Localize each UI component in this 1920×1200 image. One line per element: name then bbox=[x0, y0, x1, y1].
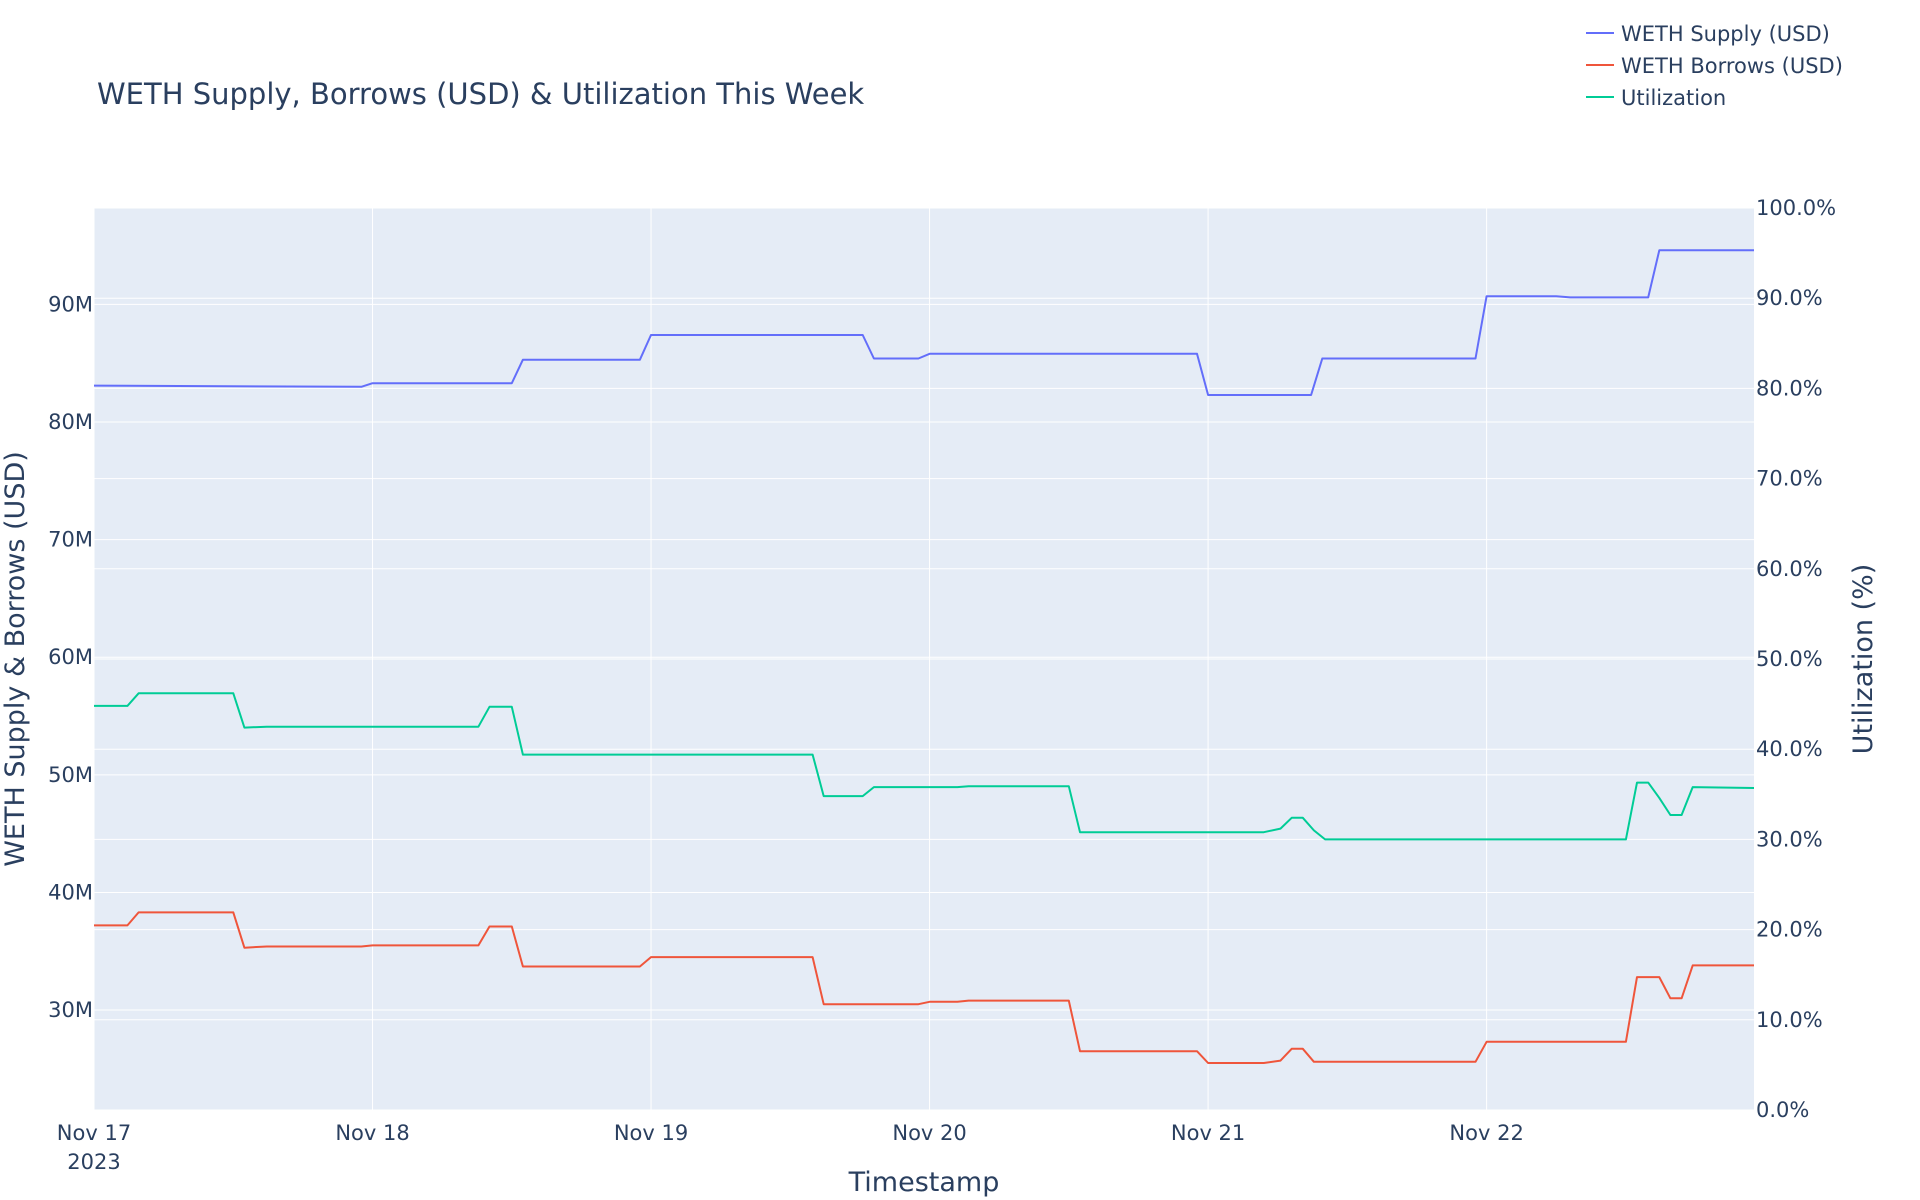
series-line-weth-borrows-usd bbox=[94, 911, 1754, 1064]
x-tick-label: Nov 21 bbox=[1171, 1121, 1245, 1145]
legend-label: WETH Supply (USD) bbox=[1621, 22, 1830, 46]
legend-label: Utilization bbox=[1621, 86, 1726, 110]
y-tick-label: 90M bbox=[48, 292, 93, 316]
y2-tick-label: 60.0% bbox=[1756, 557, 1823, 581]
chart-title: WETH Supply, Borrows (USD) & Utilization… bbox=[97, 77, 864, 111]
right-y-axis-ticks: 0.0% 10.0% 20.0% 30.0% 40.0% 50.0% 60.0% 70.0% 8… bbox=[1756, 196, 1836, 1122]
right-y-axis-title: Utilization (%) bbox=[1848, 564, 1879, 755]
x-tick-label: Nov 17 bbox=[57, 1121, 131, 1145]
legend[interactable]: WETH Supply (USD) WETH Borrows (USD) Utili… bbox=[1586, 22, 1843, 110]
legend-item[interactable]: Utilization bbox=[1586, 86, 1726, 110]
legend-item[interactable]: WETH Supply (USD) bbox=[1586, 22, 1830, 46]
y2-tick-label: 30.0% bbox=[1756, 827, 1823, 851]
x-tick-label: Nov 19 bbox=[614, 1121, 688, 1145]
left-y-axis-title: WETH Supply & Borrows (USD) bbox=[0, 451, 31, 867]
series-line-weth-supply-usd bbox=[93, 249, 1754, 396]
y-tick-label: 80M bbox=[48, 410, 93, 434]
y-tick-label: 50M bbox=[48, 763, 93, 787]
y-tick-label: 70M bbox=[48, 528, 93, 552]
legend-item[interactable]: WETH Borrows (USD) bbox=[1586, 54, 1843, 78]
y2-tick-label: 80.0% bbox=[1756, 376, 1823, 400]
x-tick-sublabel: 2023 bbox=[67, 1150, 120, 1174]
series-line-utilization bbox=[94, 692, 1755, 841]
y-tick-label: 30M bbox=[48, 998, 93, 1022]
y-tick-label: 40M bbox=[48, 880, 93, 904]
y2-tick-label: 40.0% bbox=[1756, 737, 1823, 761]
y2-tick-label: 10.0% bbox=[1756, 1008, 1823, 1032]
x-tick-label: Nov 20 bbox=[892, 1121, 966, 1145]
y2-tick-label: 90.0% bbox=[1756, 286, 1823, 310]
y2-tick-label: 100.0% bbox=[1756, 196, 1836, 220]
y2-tick-label: 50.0% bbox=[1756, 647, 1823, 671]
y2-tick-label: 20.0% bbox=[1756, 918, 1823, 942]
y2-tick-label: 70.0% bbox=[1756, 467, 1823, 491]
legend-label: WETH Borrows (USD) bbox=[1621, 54, 1843, 78]
x-axis-title: Timestamp bbox=[848, 1167, 1000, 1198]
y2-tick-label: 0.0% bbox=[1756, 1098, 1809, 1122]
x-tick-label: Nov 18 bbox=[335, 1121, 409, 1145]
left-y-axis-ticks: 30M 40M 50M 60M 70M 80M 90M bbox=[48, 292, 93, 1022]
x-axis-ticks: Nov 17 2023 Nov 18 Nov 19 Nov 20 Nov 21 Nov 22 bbox=[57, 1121, 1524, 1174]
y-tick-label: 60M bbox=[48, 645, 93, 669]
series-lines bbox=[93, 249, 1755, 1064]
x-tick-label: Nov 22 bbox=[1449, 1121, 1523, 1145]
gridlines bbox=[93, 207, 1754, 1111]
